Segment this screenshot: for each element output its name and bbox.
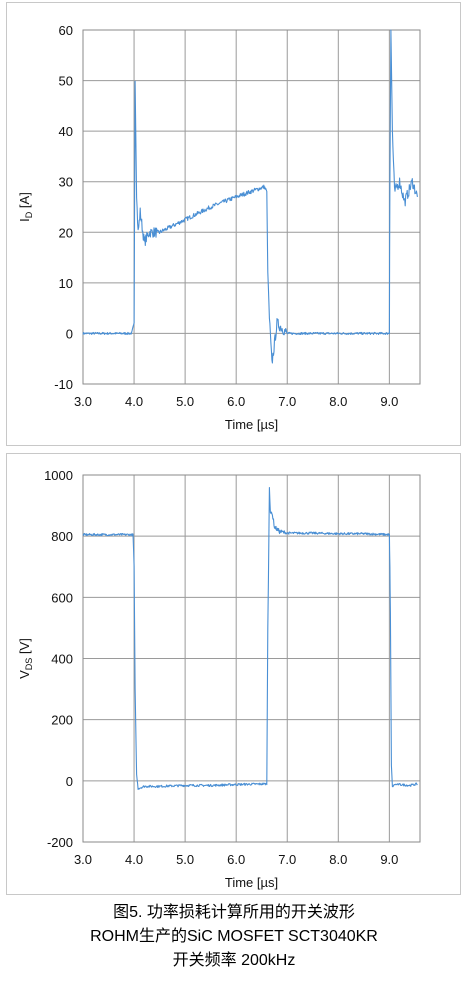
y-tick-label: 30 bbox=[59, 175, 73, 190]
y-axis-label-main: I bbox=[17, 218, 32, 222]
y-tick-label: 400 bbox=[51, 652, 73, 667]
voltage-chart-panel: 3.0 4.0 5.0 6.0 7.0 8.0 9.0 -200 0 200 400 600 800 10… bbox=[6, 453, 461, 895]
y-axis-label-unit: [V] bbox=[17, 638, 32, 658]
y-axis-label: VDS [V] bbox=[17, 638, 34, 679]
x-tick-label: 7.0 bbox=[278, 394, 296, 409]
y-axis-label-unit: [A] bbox=[17, 192, 32, 212]
y-tick-label: 20 bbox=[59, 225, 73, 240]
x-tick-label: 5.0 bbox=[176, 852, 194, 867]
x-tick-label: 8.0 bbox=[329, 394, 347, 409]
x-tick-label: 4.0 bbox=[125, 852, 143, 867]
y-tick-label: -200 bbox=[47, 835, 73, 850]
x-tick-label: 9.0 bbox=[380, 394, 398, 409]
y-axis-label-main: V bbox=[17, 670, 32, 679]
y-tick-label: 600 bbox=[51, 590, 73, 605]
y-tick-label: 0 bbox=[66, 774, 73, 789]
y-tick-label: -10 bbox=[54, 377, 73, 392]
figure-caption-frequency: 开关频率 200kHz bbox=[172, 952, 296, 969]
x-tick-label: 9.0 bbox=[380, 852, 398, 867]
plot-area-border bbox=[82, 474, 421, 843]
x-tick-label: 8.0 bbox=[329, 852, 347, 867]
y-tick-label: 1000 bbox=[44, 468, 73, 483]
x-tick-label: 5.0 bbox=[176, 394, 194, 409]
y-axis-label: ID [A] bbox=[17, 192, 34, 222]
y-axis-label-subscript: D bbox=[24, 211, 34, 218]
y-tick-label: 800 bbox=[51, 529, 73, 544]
y-tick-label: 0 bbox=[66, 326, 73, 341]
y-tick-label: 50 bbox=[59, 74, 73, 89]
y-axis-label-subscript: DS bbox=[24, 658, 34, 671]
y-tick-label: 60 bbox=[59, 23, 73, 38]
drain-source-voltage-chart: 3.0 4.0 5.0 6.0 7.0 8.0 9.0 -200 0 200 400 600 800 10… bbox=[17, 468, 421, 890]
y-tick-label: 10 bbox=[59, 276, 73, 291]
y-tick-label: 40 bbox=[59, 124, 73, 139]
x-tick-label: 6.0 bbox=[227, 394, 245, 409]
x-tick-label: 4.0 bbox=[125, 394, 143, 409]
x-axis-label: Time [µs] bbox=[225, 417, 278, 432]
drain-current-chart: 3.0 4.0 5.0 6.0 7.0 8.0 9.0 -10 0 10 20 30 40 50 60 Tim… bbox=[17, 23, 421, 432]
x-axis-label: Time [µs] bbox=[225, 875, 278, 890]
figure-caption-title: 图5. 功率损耗计算所用的开关波形 bbox=[113, 904, 355, 921]
y-tick-label: 200 bbox=[51, 713, 73, 728]
x-tick-label: 3.0 bbox=[74, 394, 92, 409]
plot-area-border bbox=[82, 29, 421, 385]
series-line bbox=[82, 29, 418, 364]
figure-caption-device: ROHM生产的SiC MOSFET SCT3040KR bbox=[90, 928, 378, 945]
x-tick-label: 6.0 bbox=[227, 852, 245, 867]
x-tick-label: 7.0 bbox=[278, 852, 296, 867]
current-chart-panel: 3.0 4.0 5.0 6.0 7.0 8.0 9.0 -10 0 10 20 30 40 50 60 Tim… bbox=[6, 2, 461, 446]
x-tick-label: 3.0 bbox=[74, 852, 92, 867]
series-line bbox=[82, 487, 418, 790]
